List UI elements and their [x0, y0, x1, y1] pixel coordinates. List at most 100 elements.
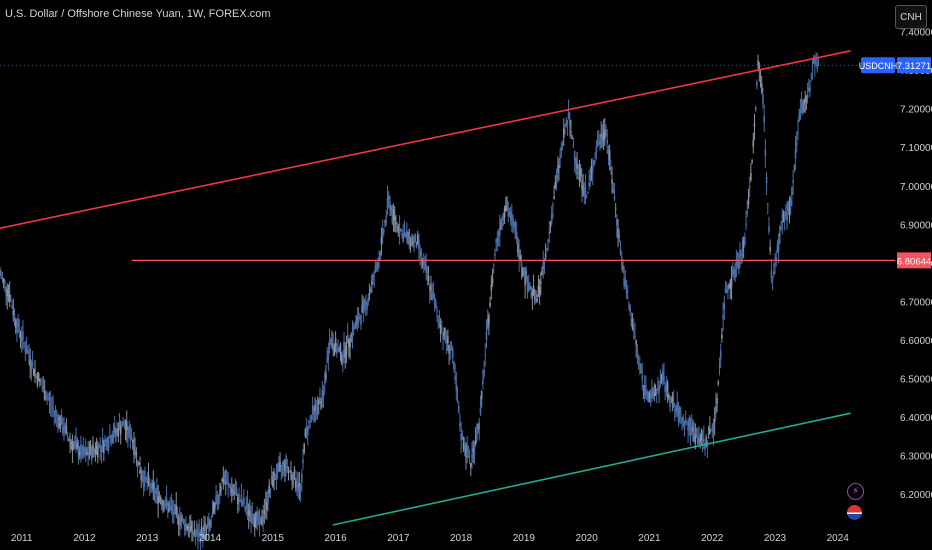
candle-body — [690, 426, 693, 431]
candle-body — [669, 397, 671, 407]
candle-body — [517, 243, 519, 254]
candle-body — [177, 517, 180, 525]
candle-body — [647, 392, 650, 402]
candle-body — [334, 338, 337, 348]
candle-body — [757, 60, 759, 66]
candle-body — [303, 444, 306, 453]
candle-body — [803, 101, 805, 105]
candle-body — [756, 82, 758, 87]
candle-body — [279, 462, 281, 471]
candle-body — [699, 439, 701, 442]
candle-body — [408, 229, 411, 239]
currency-button[interactable]: CNH — [895, 5, 927, 29]
candle-body — [59, 422, 62, 429]
candle-body — [443, 327, 446, 336]
candle-body — [113, 425, 116, 433]
candle-body — [290, 470, 292, 473]
candle-body — [792, 180, 794, 183]
candle-body — [657, 387, 659, 389]
y-tick-label: 6.30000 — [900, 452, 932, 463]
candle-body — [342, 353, 344, 360]
candle-body — [753, 123, 756, 127]
candle-body — [69, 440, 71, 442]
candle-body — [642, 385, 645, 387]
candle-body — [473, 445, 476, 456]
candle-body — [58, 416, 60, 421]
candle-body — [403, 232, 406, 236]
candle-body — [234, 491, 237, 495]
candle-body — [431, 293, 433, 301]
candle-body — [169, 505, 172, 509]
candle-body — [666, 382, 669, 392]
candle-body — [460, 434, 462, 441]
candle-body — [661, 371, 664, 380]
us-flag-icon[interactable] — [847, 505, 862, 520]
candle-body — [629, 306, 631, 312]
y-tick-label: 6.90000 — [900, 220, 932, 231]
candle-body — [448, 345, 450, 354]
x-tick-label: 2023 — [764, 533, 787, 544]
candle-body — [696, 437, 699, 445]
candle-body — [249, 511, 251, 513]
candle-body — [552, 204, 554, 206]
candle-body — [484, 354, 487, 356]
candle-body — [125, 421, 128, 431]
candle-body — [700, 431, 703, 441]
lightning-icon[interactable]: ⚡ — [847, 483, 864, 500]
candle-body — [777, 242, 780, 252]
candle-body — [414, 234, 417, 243]
candle-body — [331, 342, 333, 347]
candle-body — [430, 286, 432, 290]
candle-body — [100, 445, 103, 452]
candle-body — [191, 521, 193, 531]
candle-body — [374, 265, 377, 272]
candle-body — [494, 253, 496, 256]
candle-body — [748, 185, 751, 188]
candle-body — [259, 517, 262, 525]
candle-body — [450, 349, 453, 351]
candle-body — [466, 444, 468, 453]
candle-body — [1, 277, 4, 280]
candle-body — [174, 504, 176, 514]
candle-body — [560, 146, 563, 151]
candle-body — [25, 349, 28, 355]
candle-body — [470, 463, 472, 467]
candle-body — [77, 449, 80, 457]
candle-body — [187, 526, 190, 529]
candle-body — [675, 410, 677, 412]
candle-body — [485, 331, 488, 340]
candle-body — [14, 320, 17, 328]
candle-body — [608, 150, 611, 160]
candle-body — [428, 285, 431, 292]
candle-body — [227, 481, 229, 486]
candle-body — [233, 492, 235, 494]
candle-body — [496, 237, 499, 242]
candle-body — [659, 380, 662, 383]
candle-body — [206, 523, 209, 528]
candle-body — [492, 264, 495, 266]
candle-body — [582, 184, 584, 195]
candle-body — [398, 227, 401, 235]
candle-body — [17, 318, 19, 328]
candle-body — [717, 382, 720, 385]
candle-body — [530, 286, 532, 290]
candle-body — [740, 253, 743, 256]
candle-body — [599, 139, 601, 144]
candle-body — [641, 375, 644, 380]
candle-body — [118, 422, 121, 428]
candle-body — [571, 138, 574, 140]
candle-body — [22, 331, 24, 340]
candle-body — [344, 348, 347, 358]
candle-body — [327, 351, 330, 360]
candle-body — [579, 168, 582, 177]
candle-body — [147, 474, 150, 484]
candle-body — [693, 433, 695, 442]
candle-body — [34, 371, 36, 373]
candle-body — [7, 291, 10, 294]
candle-body — [503, 208, 506, 218]
candle-body — [413, 238, 415, 242]
y-tick-label: 6.70000 — [900, 297, 932, 308]
candle-body — [294, 480, 297, 489]
candle-body — [170, 505, 173, 510]
